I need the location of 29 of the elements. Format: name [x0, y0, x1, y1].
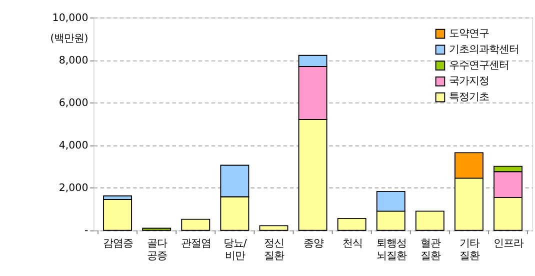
bar [259, 225, 288, 231]
x-tick-label: 인프라 [493, 238, 524, 250]
y-tick-label: 6,000 [58, 96, 88, 109]
legend-label: 우수연구센터 [449, 59, 510, 72]
x-tick-label: 혈관 질환 [420, 238, 440, 262]
x-tick-label: 골다 공증 [147, 238, 168, 262]
y-tick-label: 4,000 [58, 139, 88, 152]
x-tick-label: 기타 질환 [459, 238, 480, 262]
legend-label: 국가지정 [449, 75, 490, 88]
bar [181, 218, 210, 231]
legend-label: 기초의과학센터 [449, 44, 520, 56]
y-tick-label: - [84, 224, 89, 237]
bar [415, 210, 444, 231]
x-tick-label: 관절염 [181, 238, 212, 250]
x-tick-label: 퇴행성 뇌질환 [376, 238, 406, 262]
bar [142, 228, 172, 231]
x-tick-label: 종양 [303, 238, 324, 250]
legend-label: 특정기초 [449, 91, 490, 104]
y-tick-label: 8,000 [58, 54, 88, 66]
x-tick-label: 감염증 [103, 238, 134, 250]
y-tick-label: 2,000 [58, 182, 88, 194]
x-tick-label: 정신 질환 [264, 238, 284, 262]
x-tick-label: 당뇨/ 비만 [223, 238, 248, 262]
bar [337, 218, 366, 231]
y-tick-label: 10,000 [52, 12, 88, 24]
bar [103, 199, 132, 231]
x-tick-label: 천식 [342, 238, 362, 250]
legend-label: 도약연구 [449, 28, 490, 40]
y-axis-title: (백만원) [50, 32, 88, 44]
